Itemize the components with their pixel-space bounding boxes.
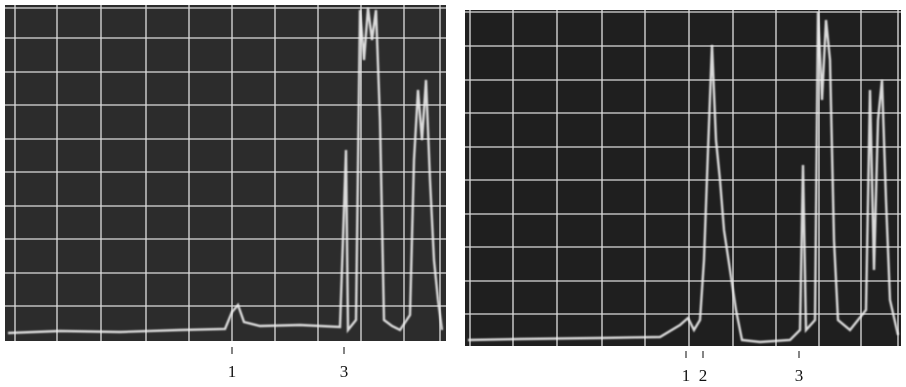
- screen-left: [5, 5, 446, 341]
- marker-label: 3: [795, 366, 804, 385]
- marker-label: 1: [228, 362, 237, 381]
- graticules: [5, 5, 901, 346]
- signal-trace: [467, 11, 900, 344]
- traces: [7, 7, 900, 344]
- signal-trace: [7, 7, 444, 335]
- screen-right: [465, 10, 901, 346]
- marker-label: 3: [340, 362, 349, 381]
- marker-label: 1: [682, 366, 691, 385]
- marker-label: 2: [699, 366, 708, 385]
